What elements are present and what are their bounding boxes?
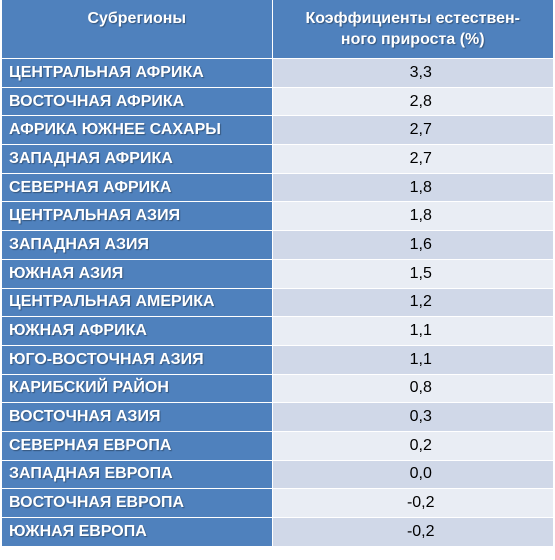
growth-rate-value: 1,1 [272,316,553,346]
table-header-row: Субрегионы Коэффициенты естествен- ного … [2,0,553,59]
table-row: ЮГО-ВОСТОЧНАЯ АЗИЯ 1,1 [2,344,553,375]
table-row: ЗАПАДНАЯ ЕВРОПА 0,0 [2,459,553,489]
growth-table-container: Субрегионы Коэффициенты естествен- ного … [2,0,553,552]
subregion-name: ВОСТОЧНАЯ ЕВРОПА [2,488,273,518]
table-row: АФРИКА ЮЖНЕЕ САХАРЫ 2,7 [2,115,553,145]
table-row: ЮЖНАЯ АФРИКА 1,1 [2,316,553,346]
table-row: ЮЖНАЯ АЗИЯ 1,5 [2,258,553,288]
subregion-name: ЗАПАДНАЯ АЗИЯ [2,230,273,260]
growth-rate-value: 0,8 [272,373,553,403]
growth-rate-value: 0,3 [272,402,553,432]
table-row: ВОСТОЧНАЯ АЗИЯ 0,3 [2,402,553,432]
subregion-name: СЕВЕРНАЯ ЕВРОПА [2,430,273,461]
column-header-growth-rate-label: Коэффициенты естествен- ного прироста (%… [273,0,554,50]
column-header-growth-rate: Коэффициенты естествен- ного прироста (%… [272,0,553,59]
subregion-name: ЮЖНАЯ ЕВРОПА [2,517,273,547]
growth-rate-value: 2,7 [272,115,553,145]
column-header-subregions: Субрегионы [2,0,273,59]
growth-rate-value: 3,3 [272,58,553,88]
header-line-2: ного прироста (%) [340,31,485,48]
table-body: ЦЕНТРАЛЬНАЯ АФРИКА 3,3 ВОСТОЧНАЯ АФРИКА 2,8… [2,58,553,547]
subregion-name: ЦЕНТРАЛЬНАЯ АМЕРИКА [2,287,273,317]
growth-rate-value: 1,6 [272,230,553,260]
growth-rate-value: 1,1 [272,344,553,375]
table-row: ЦЕНТРАЛЬНАЯ АМЕРИКА 1,2 [2,287,553,317]
subregion-name: ЗАПАДНАЯ ЕВРОПА [2,459,273,489]
growth-rate-value: 1,8 [272,201,553,231]
table-row: КАРИБСКИЙ РАЙОН 0,8 [2,373,553,403]
subregion-name: ЮГО-ВОСТОЧНАЯ АЗИЯ [2,344,273,375]
table-row: ВОСТОЧНАЯ ЕВРОПА -0,2 [2,488,553,518]
growth-rate-value: 1,8 [272,172,553,202]
table-row: СЕВЕРНАЯ ЕВРОПА 0,2 [2,430,553,461]
subregion-name: ЮЖНАЯ АФРИКА [2,316,273,346]
table-row: ЦЕНТРАЛЬНАЯ АФРИКА 3,3 [2,58,553,88]
growth-rate-value: 1,2 [272,287,553,317]
natural-growth-table: Субрегионы Коэффициенты естествен- ного … [2,0,553,547]
table-row: ЗАПАДНАЯ АЗИЯ 1,6 [2,230,553,260]
growth-rate-value: 2,8 [272,86,553,116]
growth-rate-value: 1,5 [272,258,553,288]
subregion-name: ЦЕНТРАЛЬНАЯ АФРИКА [2,58,273,88]
subregion-name: ЦЕНТРАЛЬНАЯ АЗИЯ [2,201,273,231]
growth-rate-value: -0,2 [272,517,553,547]
header-line-1: Коэффициенты естествен- [305,10,521,27]
subregion-name: СЕВЕРНАЯ АФРИКА [2,172,273,202]
growth-rate-value: 2,7 [272,144,553,174]
growth-rate-value: 0,0 [272,459,553,489]
table-row: ВОСТОЧНАЯ АФРИКА 2,8 [2,86,553,116]
growth-rate-value: -0,2 [272,488,553,518]
subregion-name: ВОСТОЧНАЯ АФРИКА [2,86,273,116]
subregion-name: КАРИБСКИЙ РАЙОН [2,373,273,403]
column-header-subregions-label: Субрегионы [87,10,187,27]
table-row: ЮЖНАЯ ЕВРОПА -0,2 [2,517,553,547]
subregion-name: ВОСТОЧНАЯ АЗИЯ [2,402,273,432]
table-row: ЦЕНТРАЛЬНАЯ АЗИЯ 1,8 [2,201,553,231]
subregion-name: ЗАПАДНАЯ АФРИКА [2,144,273,174]
subregion-name: ЮЖНАЯ АЗИЯ [2,258,273,288]
growth-rate-value: 0,2 [272,430,553,461]
table-row: СЕВЕРНАЯ АФРИКА 1,8 [2,172,553,202]
table-row: ЗАПАДНАЯ АФРИКА 2,7 [2,144,553,174]
subregion-name: АФРИКА ЮЖНЕЕ САХАРЫ [2,115,273,145]
